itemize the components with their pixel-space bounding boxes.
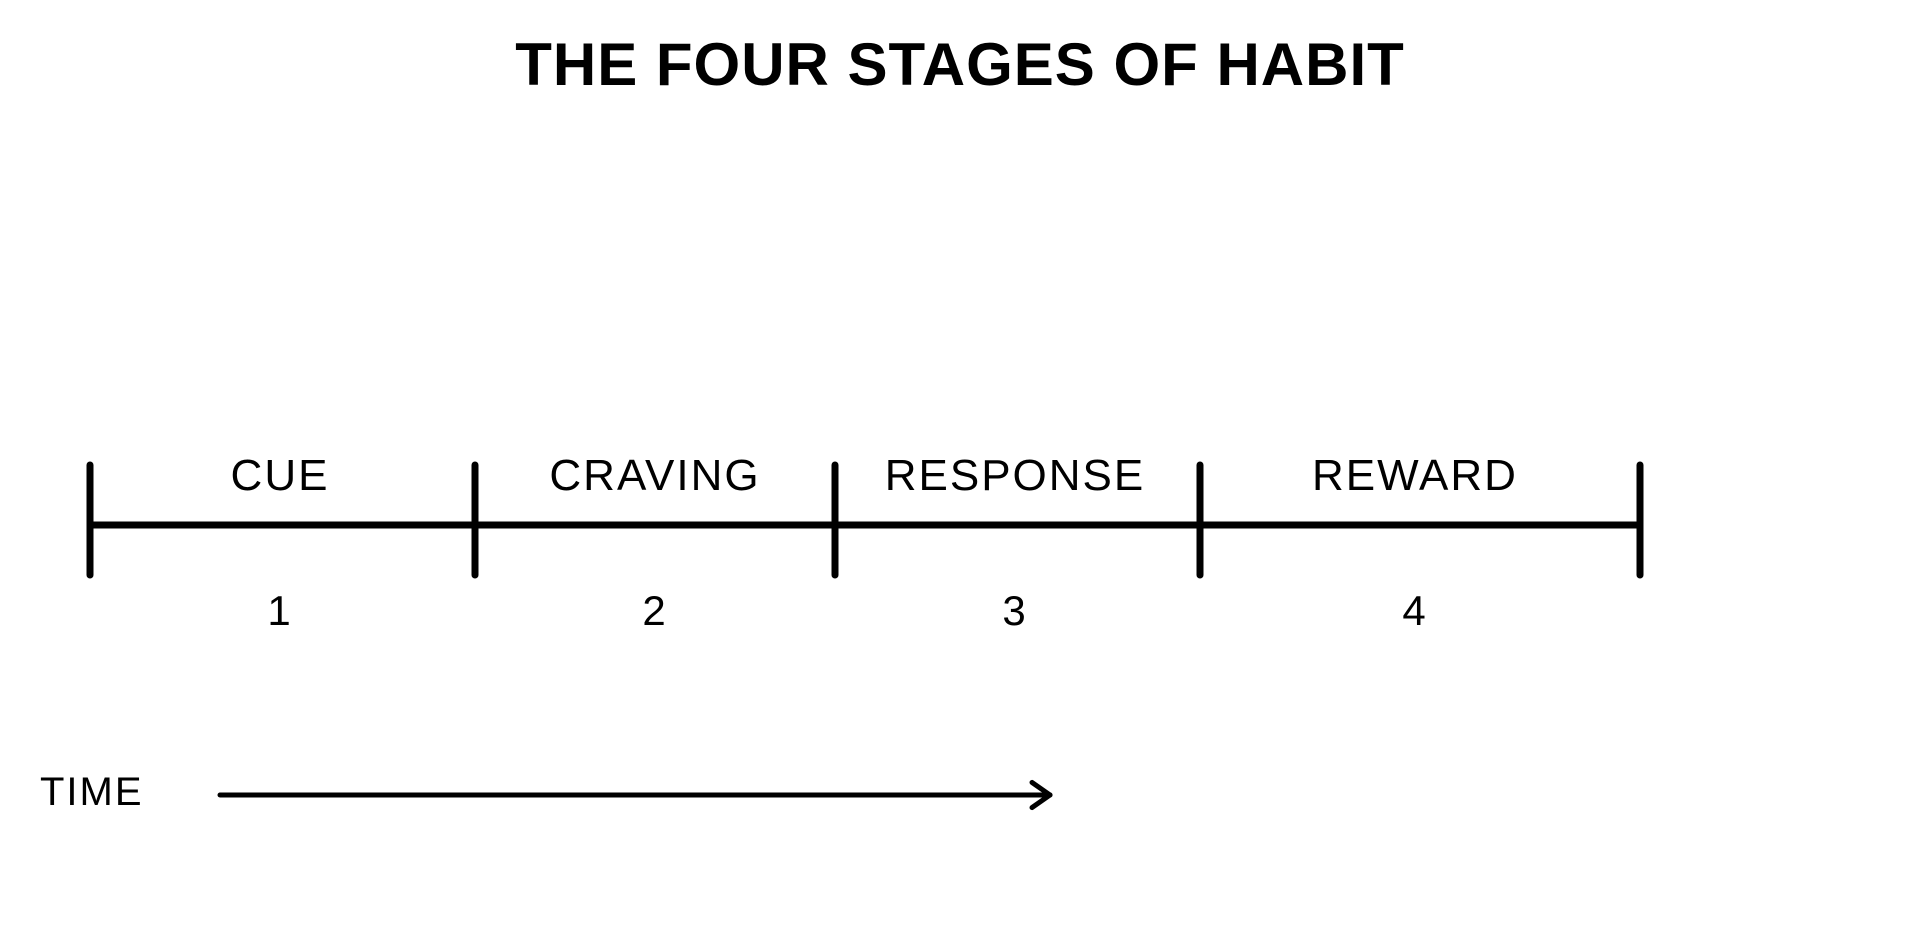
stage-number-3: 3 xyxy=(965,587,1065,635)
stage-number-1: 1 xyxy=(230,587,330,635)
stage-label-4: REWARD xyxy=(1215,451,1615,501)
stage-label-2: CRAVING xyxy=(455,451,855,501)
stage-label-3: RESPONSE xyxy=(815,451,1215,501)
stage-number-2: 2 xyxy=(605,587,705,635)
stage-number-4: 4 xyxy=(1365,587,1465,635)
stage-label-1: CUE xyxy=(80,451,480,501)
time-label: TIME xyxy=(40,770,144,815)
